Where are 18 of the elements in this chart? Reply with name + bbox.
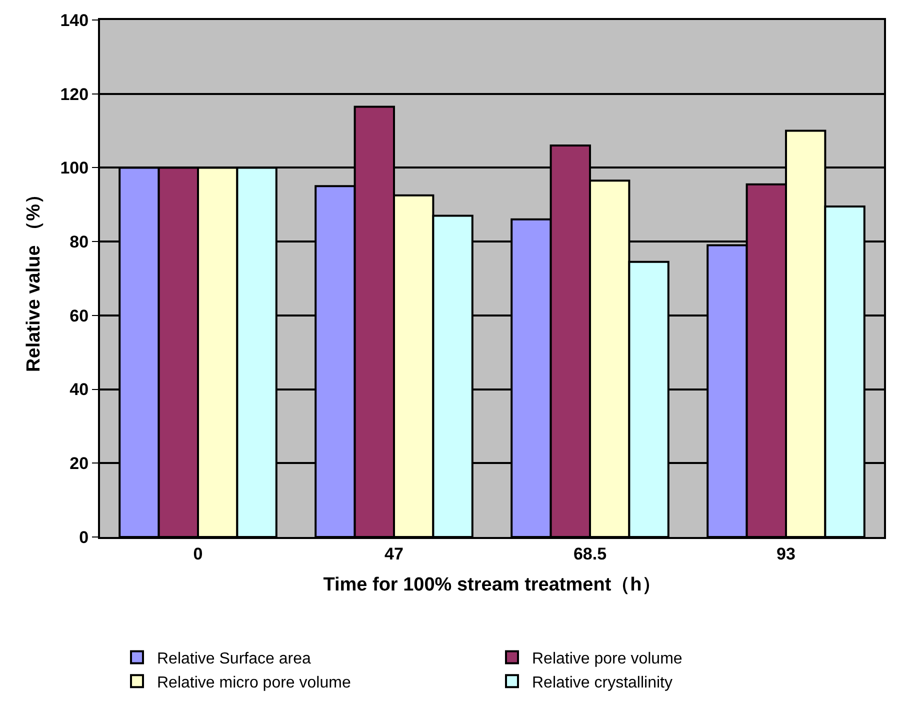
- y-tick-label: 20: [70, 454, 89, 474]
- y-tick-label: 60: [70, 306, 89, 326]
- x-tick-label: 68.5: [573, 544, 607, 564]
- y-tick-label: 120: [60, 84, 89, 104]
- y-tick-label: 80: [70, 232, 89, 252]
- x-tick-label: 0: [193, 544, 203, 564]
- y-tick-label: 140: [60, 10, 89, 30]
- y-tick-label: 0: [79, 528, 89, 547]
- x-tick-label: 93: [776, 544, 796, 564]
- y-tick-label: 100: [60, 158, 89, 178]
- x-tick-label: 47: [384, 544, 404, 564]
- x-axis-title: Time for 100% stream treatment（h）: [323, 574, 661, 596]
- legend-label: Relative micro pore volume: [157, 674, 351, 692]
- y-axis-title: Relative value （%）: [24, 185, 45, 372]
- legend-label: Relative pore volume: [532, 650, 682, 668]
- legend-label: Relative crystallinity: [532, 674, 672, 692]
- legend-label: Relative Surface area: [157, 650, 311, 668]
- y-tick-label: 40: [70, 380, 89, 400]
